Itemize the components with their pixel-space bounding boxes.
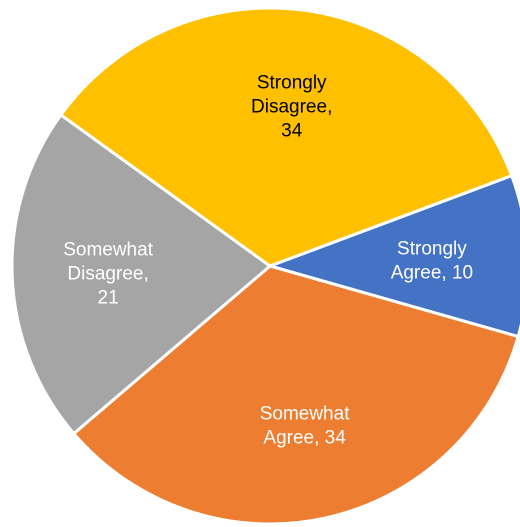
data-label-line: Somewhat xyxy=(63,240,153,261)
data-label-strongly-disagree: Strongly Disagree, 34 xyxy=(251,73,332,142)
data-label-line: Agree, 34 xyxy=(263,427,346,448)
data-label-line: Disagree, xyxy=(67,264,148,285)
data-label-line: Agree, 10 xyxy=(391,262,473,283)
pie-slices xyxy=(10,6,520,526)
pie-slice-strongly-agree xyxy=(268,174,520,339)
data-label-line: 34 xyxy=(281,121,303,142)
data-label-line: Strongly xyxy=(397,238,467,259)
pie-slice-strongly-disagree xyxy=(59,6,514,268)
data-label-line: 21 xyxy=(98,288,119,309)
pie-slice-somewhat-agree xyxy=(72,264,520,526)
data-label-strongly-agree: Strongly Agree, 10 xyxy=(391,238,473,283)
data-label-somewhat-disagree: Somewhat Disagree, 21 xyxy=(63,240,153,309)
data-label-line: Disagree, xyxy=(251,97,332,118)
data-label-line: Somewhat xyxy=(260,403,350,424)
data-label-line: Strongly xyxy=(257,73,327,94)
data-label-somewhat-agree: Somewhat Agree, 34 xyxy=(260,403,350,448)
pie-slice-somewhat-disagree xyxy=(10,113,272,436)
